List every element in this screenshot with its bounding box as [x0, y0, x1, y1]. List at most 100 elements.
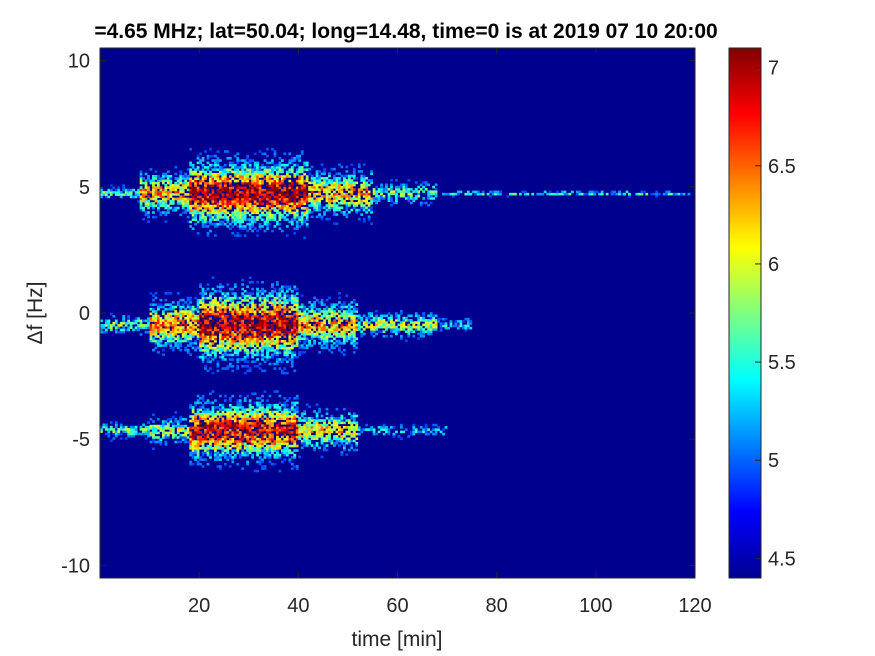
heatmap-cell — [152, 431, 155, 435]
heatmap-cell — [251, 433, 255, 436]
heatmap-cell — [107, 432, 111, 436]
heatmap-cell — [295, 299, 299, 302]
heatmap-cell — [134, 319, 138, 323]
heatmap-cell — [238, 440, 242, 443]
heatmap-cell — [280, 285, 284, 289]
heatmap-cell — [174, 310, 178, 313]
heatmap-cell — [223, 330, 227, 334]
heatmap-cell — [189, 179, 193, 183]
heatmap-cell — [273, 200, 277, 203]
heatmap-cell — [273, 197, 277, 201]
heatmap-cell — [211, 390, 215, 393]
heatmap-cell — [290, 358, 294, 361]
heatmap-cell — [248, 301, 252, 304]
heatmap-cell — [248, 191, 252, 194]
heatmap-cell — [226, 442, 230, 446]
heatmap-cell — [149, 312, 153, 316]
heatmap-cell — [419, 332, 423, 336]
heatmap-cell — [268, 440, 272, 443]
heatmap-cell — [268, 410, 272, 414]
heatmap-cell — [271, 200, 274, 203]
heatmap-cell — [273, 340, 277, 343]
heatmap-cell — [201, 204, 205, 208]
heatmap-cell — [402, 319, 406, 322]
heatmap-cell — [645, 192, 649, 196]
heatmap-cell — [223, 440, 227, 443]
heatmap-cell — [231, 163, 235, 167]
heatmap-cell — [303, 342, 307, 345]
heatmap-cell — [216, 188, 220, 192]
heatmap-cell — [318, 197, 321, 200]
heatmap-cell — [226, 218, 230, 221]
heatmap-cell — [295, 211, 299, 215]
heatmap-cell — [342, 317, 346, 320]
heatmap-cell — [209, 333, 212, 336]
heatmap-cell — [189, 323, 193, 327]
heatmap-cell — [290, 321, 294, 325]
heatmap-cell — [204, 177, 207, 181]
heatmap-cell — [211, 419, 215, 423]
heatmap-cell — [231, 326, 235, 329]
heatmap-cell — [350, 317, 354, 320]
heatmap-cell — [219, 179, 222, 183]
heatmap-cell — [303, 207, 307, 210]
heatmap-cell — [323, 328, 326, 331]
heatmap-cell — [273, 308, 277, 311]
heatmap-cell — [189, 193, 193, 196]
heatmap-cell — [196, 408, 200, 411]
heatmap-cell — [330, 312, 334, 316]
heatmap-cell — [238, 177, 242, 181]
heatmap-cell — [313, 179, 316, 182]
heatmap-cell — [261, 417, 264, 421]
heatmap-cell — [199, 218, 202, 221]
heatmap-cell — [201, 451, 205, 455]
heatmap-cell — [330, 183, 334, 187]
heatmap-cell — [256, 294, 259, 298]
heatmap-cell — [288, 179, 292, 183]
heatmap-cell — [174, 420, 178, 423]
heatmap-cell — [290, 326, 294, 329]
heatmap-cell — [342, 328, 346, 331]
heatmap-cell — [253, 360, 257, 364]
heatmap-cell — [338, 346, 341, 350]
heatmap-cell — [223, 453, 227, 457]
heatmap-cell — [248, 408, 252, 411]
heatmap-cell — [189, 431, 193, 434]
heatmap-cell — [429, 319, 433, 322]
heatmap-cell — [233, 285, 237, 289]
heatmap-cell — [263, 346, 267, 350]
heatmap-cell — [147, 177, 150, 180]
heatmap-cell — [114, 321, 118, 325]
heatmap-cell — [276, 424, 279, 427]
heatmap-cell — [149, 202, 153, 205]
heatmap-cell — [271, 301, 274, 304]
heatmap-cell — [263, 166, 267, 169]
heatmap-cell — [422, 197, 426, 200]
heatmap-cell — [124, 428, 128, 431]
heatmap-cell — [266, 399, 269, 402]
heatmap-cell — [278, 456, 282, 459]
heatmap-cell — [248, 422, 252, 425]
heatmap-cell — [238, 401, 242, 405]
heatmap-cell — [154, 199, 158, 203]
heatmap-cell — [256, 358, 259, 361]
heatmap-cell — [221, 422, 225, 425]
heatmap-cell — [100, 188, 103, 192]
heatmap-cell — [152, 303, 155, 306]
heatmap-cell — [211, 184, 215, 187]
heatmap-cell — [134, 317, 138, 320]
heatmap-cell — [144, 425, 148, 429]
heatmap-cell — [184, 440, 188, 444]
heatmap-cell — [335, 323, 339, 327]
heatmap-cell — [276, 456, 279, 459]
heatmap-cell — [266, 202, 269, 206]
heatmap-cell — [209, 328, 212, 332]
heatmap-cell — [194, 179, 197, 183]
heatmap-cell — [243, 315, 247, 318]
heatmap-cell — [293, 337, 297, 341]
heatmap-cell — [216, 447, 220, 450]
heatmap-cell — [313, 296, 316, 300]
heatmap-cell — [216, 406, 220, 409]
heatmap-cell — [268, 460, 272, 464]
heatmap-cell — [209, 294, 212, 298]
